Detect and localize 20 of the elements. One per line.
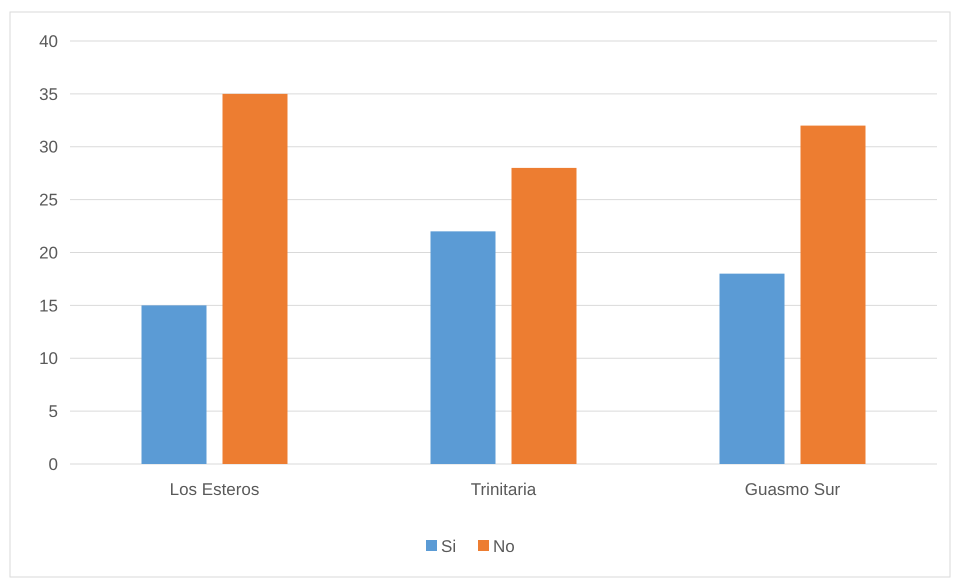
y-tick-label: 35	[39, 84, 58, 104]
bar	[512, 168, 576, 464]
bar	[142, 305, 206, 464]
y-tick-label: 10	[39, 349, 58, 368]
y-tick-label: 30	[39, 138, 58, 157]
y-tick-label: 25	[39, 190, 58, 210]
y-tick-label: 40	[39, 32, 58, 51]
legend-label: No	[493, 536, 515, 556]
x-tick-label: Guasmo Sur	[744, 480, 841, 499]
y-tick-label: 20	[39, 243, 58, 262]
bar	[800, 126, 866, 464]
y-tick-label: 0	[48, 454, 58, 474]
x-tick-label: Los Esteros	[170, 480, 260, 499]
bar	[720, 274, 784, 464]
x-tick-label: Trinitaria	[470, 480, 537, 499]
bar	[430, 231, 496, 464]
y-tick-label: 5	[48, 402, 58, 422]
bar	[222, 94, 288, 464]
y-tick-label: 15	[39, 296, 58, 316]
legend-label: Si	[441, 536, 456, 556]
